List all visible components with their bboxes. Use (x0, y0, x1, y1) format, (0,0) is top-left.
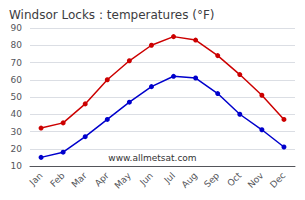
svg-text:50: 50 (11, 92, 23, 102)
svg-text:Mar: Mar (70, 170, 89, 189)
svg-text:Aug: Aug (180, 170, 199, 189)
svg-text:Oct: Oct (225, 170, 243, 188)
svg-text:60: 60 (11, 75, 23, 85)
svg-text:70: 70 (11, 58, 23, 68)
svg-text:10: 10 (11, 161, 23, 171)
svg-text:20: 20 (11, 144, 23, 154)
svg-text:Dec: Dec (268, 170, 287, 189)
svg-text:Jan: Jan (27, 170, 45, 188)
svg-text:90: 90 (11, 23, 23, 33)
svg-text:Sep: Sep (202, 170, 221, 189)
svg-text:Windsor Locks : temperatures (: Windsor Locks : temperatures (°F) (9, 8, 215, 22)
svg-text:30: 30 (11, 127, 23, 137)
svg-text:Jul: Jul (162, 170, 177, 185)
svg-text:Nov: Nov (246, 170, 266, 190)
svg-text:May: May (113, 170, 134, 191)
svg-text:www.allmetsat.com: www.allmetsat.com (108, 153, 196, 163)
svg-text:Feb: Feb (48, 170, 67, 189)
svg-text:40: 40 (11, 109, 23, 119)
svg-text:Jun: Jun (137, 170, 155, 188)
svg-text:Apr: Apr (93, 170, 111, 188)
svg-text:80: 80 (11, 40, 23, 50)
